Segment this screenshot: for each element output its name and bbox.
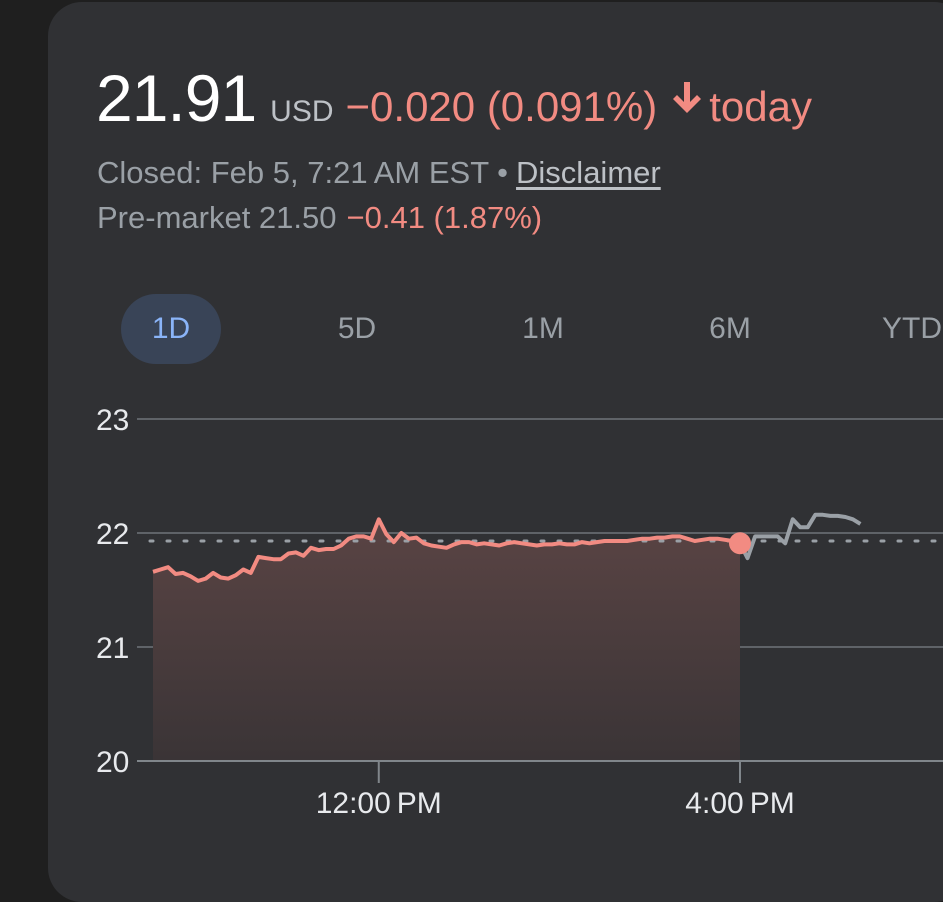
- tab-ytd[interactable]: YTD: [882, 312, 942, 345]
- range-tabs: 1D 5D 1M 6M YTD: [0, 294, 943, 364]
- change-period: today: [709, 83, 812, 130]
- x-tick-label: 4:00 PM: [685, 787, 794, 820]
- arrow-down-icon: [673, 82, 702, 113]
- y-tick-label: 22: [96, 518, 129, 551]
- premarket-info: Pre-market 21.50 −0.41 (1.87%): [97, 200, 542, 236]
- currency-label: USD: [270, 95, 334, 128]
- series-line-after-hours: [738, 512, 862, 561]
- series-line-regular: [152, 517, 741, 583]
- y-tick-label: 21: [96, 632, 129, 665]
- current-price: 21.91: [96, 61, 257, 135]
- closed-timestamp: Closed: Feb 5, 7:21 AM EST: [97, 155, 490, 190]
- bullet-separator: •: [497, 155, 509, 190]
- price-row: 21.91 USD −0.020 (0.091%) today: [96, 60, 812, 136]
- tab-1d[interactable]: 1D: [121, 294, 221, 364]
- y-tick-label: 20: [96, 746, 129, 779]
- premarket-price: Pre-market 21.50: [97, 200, 337, 235]
- y-tick-label: 23: [96, 404, 129, 437]
- tab-5d[interactable]: 5D: [337, 312, 377, 345]
- premarket-change: −0.41 (1.87%): [346, 200, 543, 235]
- market-status: Closed: Feb 5, 7:21 AM EST • Disclaimer: [97, 155, 661, 191]
- tab-1m[interactable]: 1M: [522, 312, 564, 345]
- x-tick-label: 12:00 PM: [316, 787, 442, 820]
- tab-6m[interactable]: 6M: [709, 312, 751, 345]
- price-chart[interactable]: 20 21 22 23 12:00 PM 4:00 PM: [0, 0, 943, 827]
- area-fill: [153, 519, 740, 761]
- disclaimer-link[interactable]: Disclaimer: [516, 155, 661, 190]
- current-price-dot: [729, 532, 751, 555]
- price-change: −0.020 (0.091%): [345, 83, 658, 130]
